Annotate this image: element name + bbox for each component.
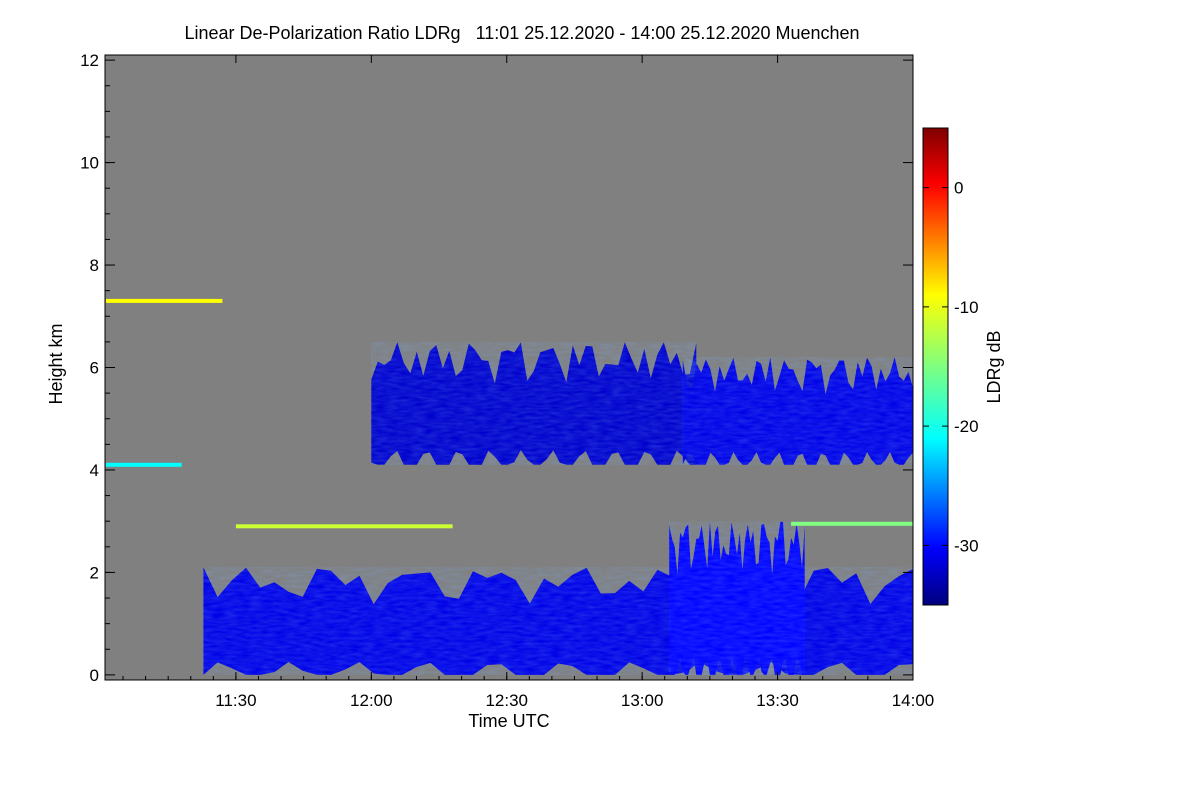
colorbar-tick-label: -20 <box>954 417 979 436</box>
cloud-layer-texture <box>669 521 805 675</box>
x-tick-label: 14:00 <box>892 691 935 710</box>
data-layers <box>105 298 913 675</box>
chart-title: Linear De-Polarization Ratio LDRg 11:01 … <box>184 23 859 43</box>
x-tick-label: 11:30 <box>215 691 256 710</box>
thin-layer <box>105 462 182 467</box>
y-tick-label: 8 <box>90 256 99 275</box>
cloud-layer-texture <box>682 357 913 465</box>
y-tick-label: 12 <box>80 51 99 70</box>
colorbar-tick-label: -30 <box>954 536 979 555</box>
colorbar-tick-label: -10 <box>954 298 979 317</box>
thin-layer <box>791 521 913 526</box>
y-axis-label: Height km <box>46 323 66 404</box>
x-tick-label: 13:00 <box>621 691 664 710</box>
x-axis-label: Time UTC <box>468 711 549 731</box>
y-tick-label: 10 <box>80 154 99 173</box>
colorbar-ticks: 0 -10 -20 -30 <box>923 179 979 555</box>
colorbar <box>922 127 949 606</box>
x-tick-label: 12:00 <box>350 691 393 710</box>
y-tick-label: 2 <box>90 563 99 582</box>
y-tick-label: 0 <box>90 666 99 685</box>
thin-layer <box>235 524 453 529</box>
x-tick-label: 13:30 <box>756 691 799 710</box>
y-tick-label: 6 <box>90 359 99 378</box>
colorbar-tick-label: 0 <box>954 179 963 198</box>
cloud-layer-texture <box>371 342 697 465</box>
x-axis: 11:30 12:00 12:30 13:00 13:30 14:00 <box>122 55 935 710</box>
y-tick-label: 4 <box>90 461 99 480</box>
x-tick-label: 12:30 <box>485 691 528 710</box>
colorbar-label: LDRg dB <box>984 330 1004 403</box>
thin-layer <box>105 298 223 303</box>
y-axis: 0 2 4 6 8 10 12 <box>80 51 913 685</box>
